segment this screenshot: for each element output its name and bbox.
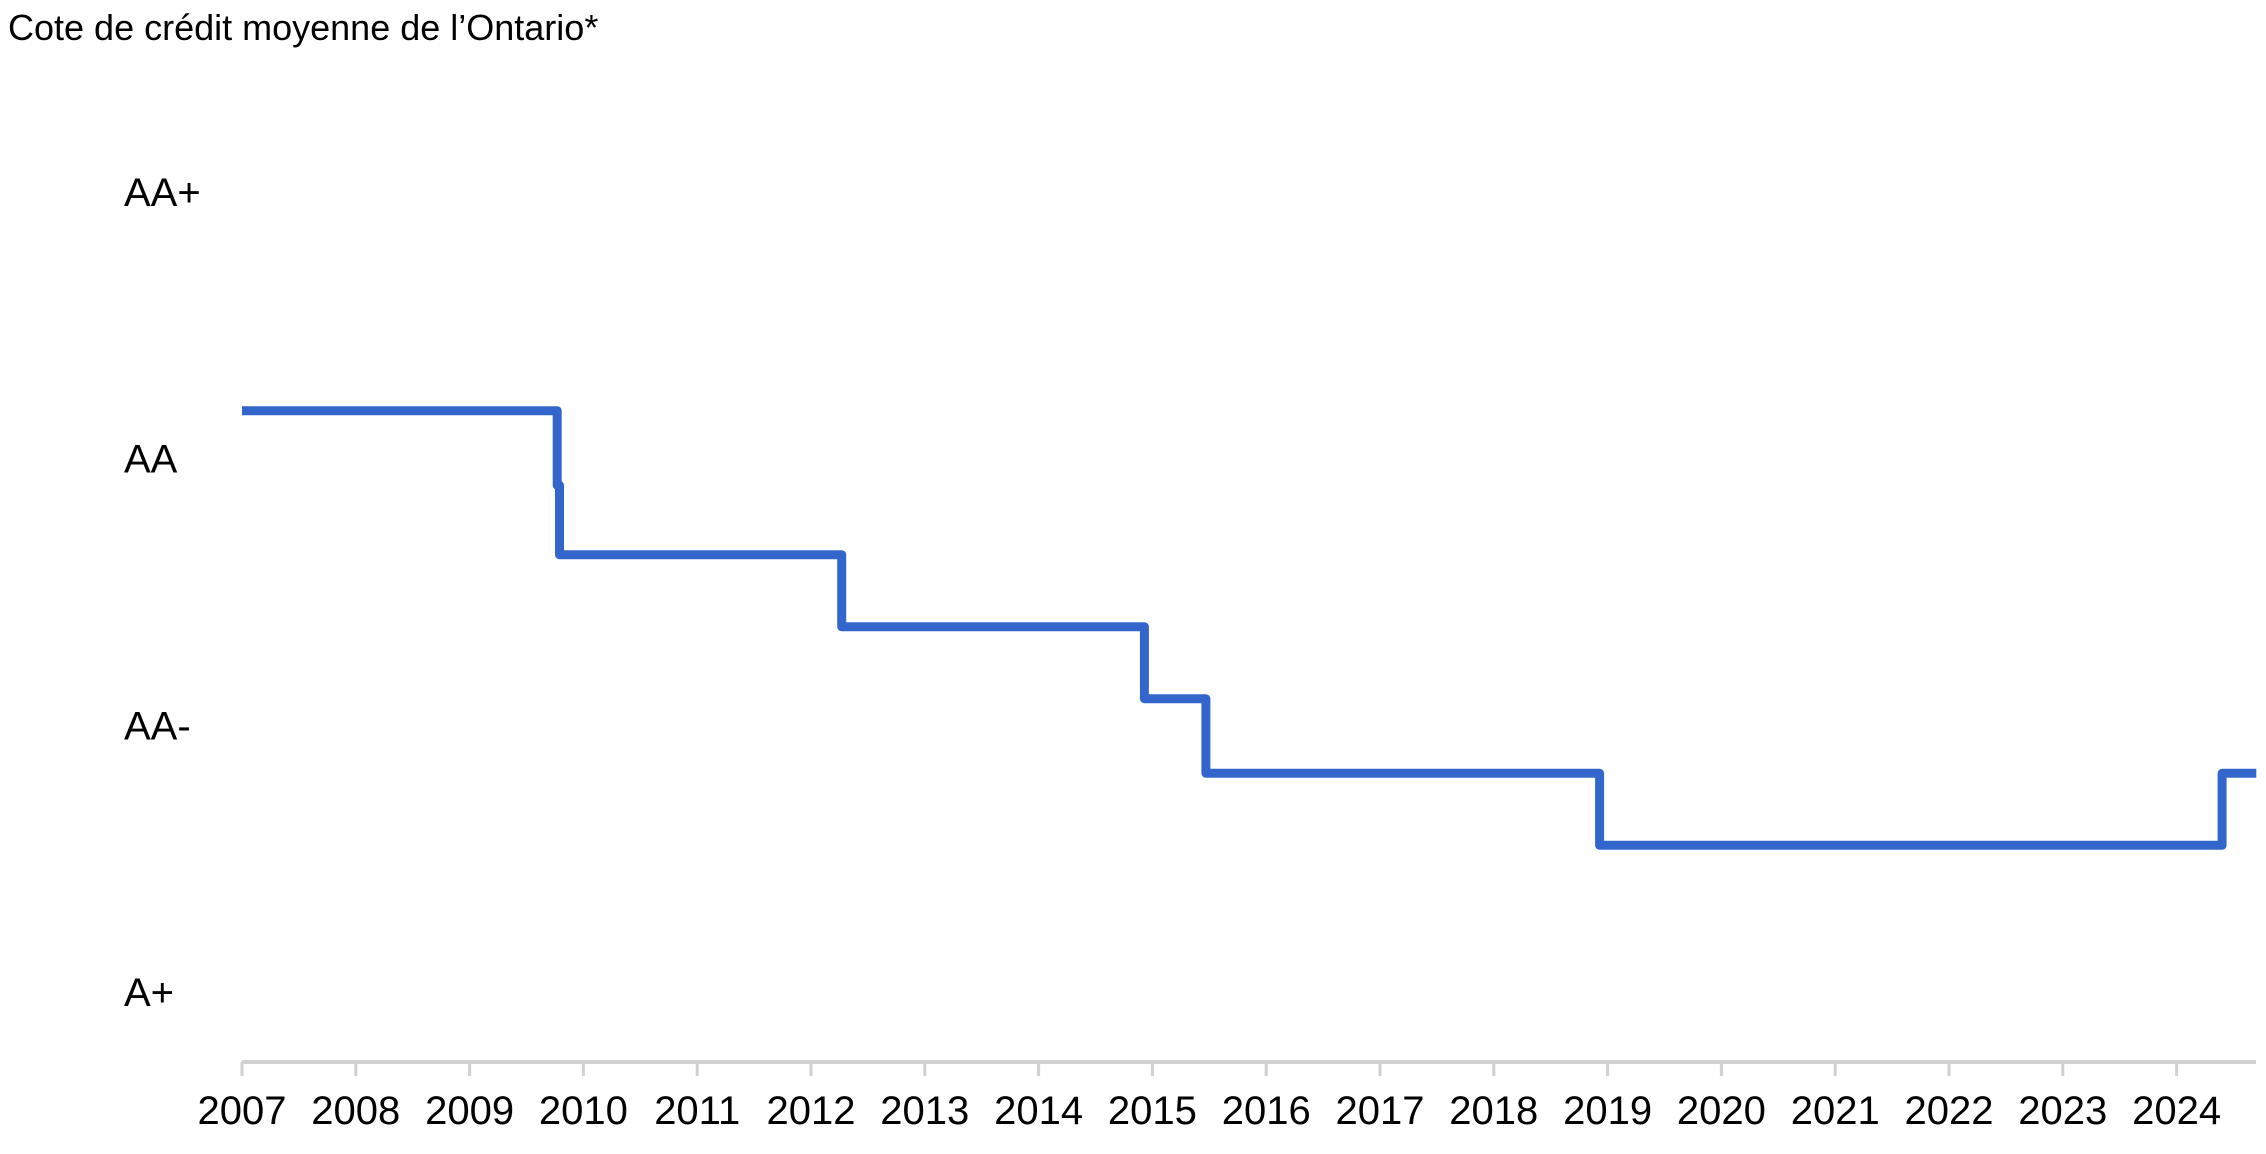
chart-title: Cote de crédit moyenne de l’Ontario*	[8, 7, 599, 48]
x-tick-label: 2016	[1222, 1089, 1311, 1133]
y-tick-label: AA-	[124, 704, 191, 748]
x-tick-label: 2013	[880, 1089, 969, 1133]
y-tick-label: AA+	[124, 171, 201, 215]
y-tick-label: A+	[124, 971, 174, 1015]
rating-series-line	[242, 406, 2257, 850]
x-tick-label: 2011	[654, 1089, 740, 1133]
x-tick-label: 2014	[994, 1089, 1083, 1133]
x-tick-label: 2024	[2132, 1089, 2221, 1133]
x-tick-label: 2022	[1905, 1089, 1994, 1133]
x-tick-label: 2023	[2018, 1089, 2107, 1133]
x-tick-label: 2018	[1449, 1089, 1538, 1133]
x-tick-label: 2017	[1336, 1089, 1425, 1133]
x-tick-label: 2015	[1108, 1089, 1197, 1133]
x-tick-label: 2010	[539, 1089, 628, 1133]
x-tick-label: 2021	[1791, 1089, 1880, 1133]
x-tick-label: 2020	[1677, 1089, 1766, 1133]
x-tick-label: 2008	[311, 1089, 400, 1133]
x-tick-label: 2007	[198, 1089, 287, 1133]
y-tick-label: AA	[124, 438, 178, 482]
x-tick-label: 2019	[1563, 1089, 1652, 1133]
x-tick-label: 2012	[767, 1089, 856, 1133]
x-tick-label: 2009	[425, 1089, 514, 1133]
